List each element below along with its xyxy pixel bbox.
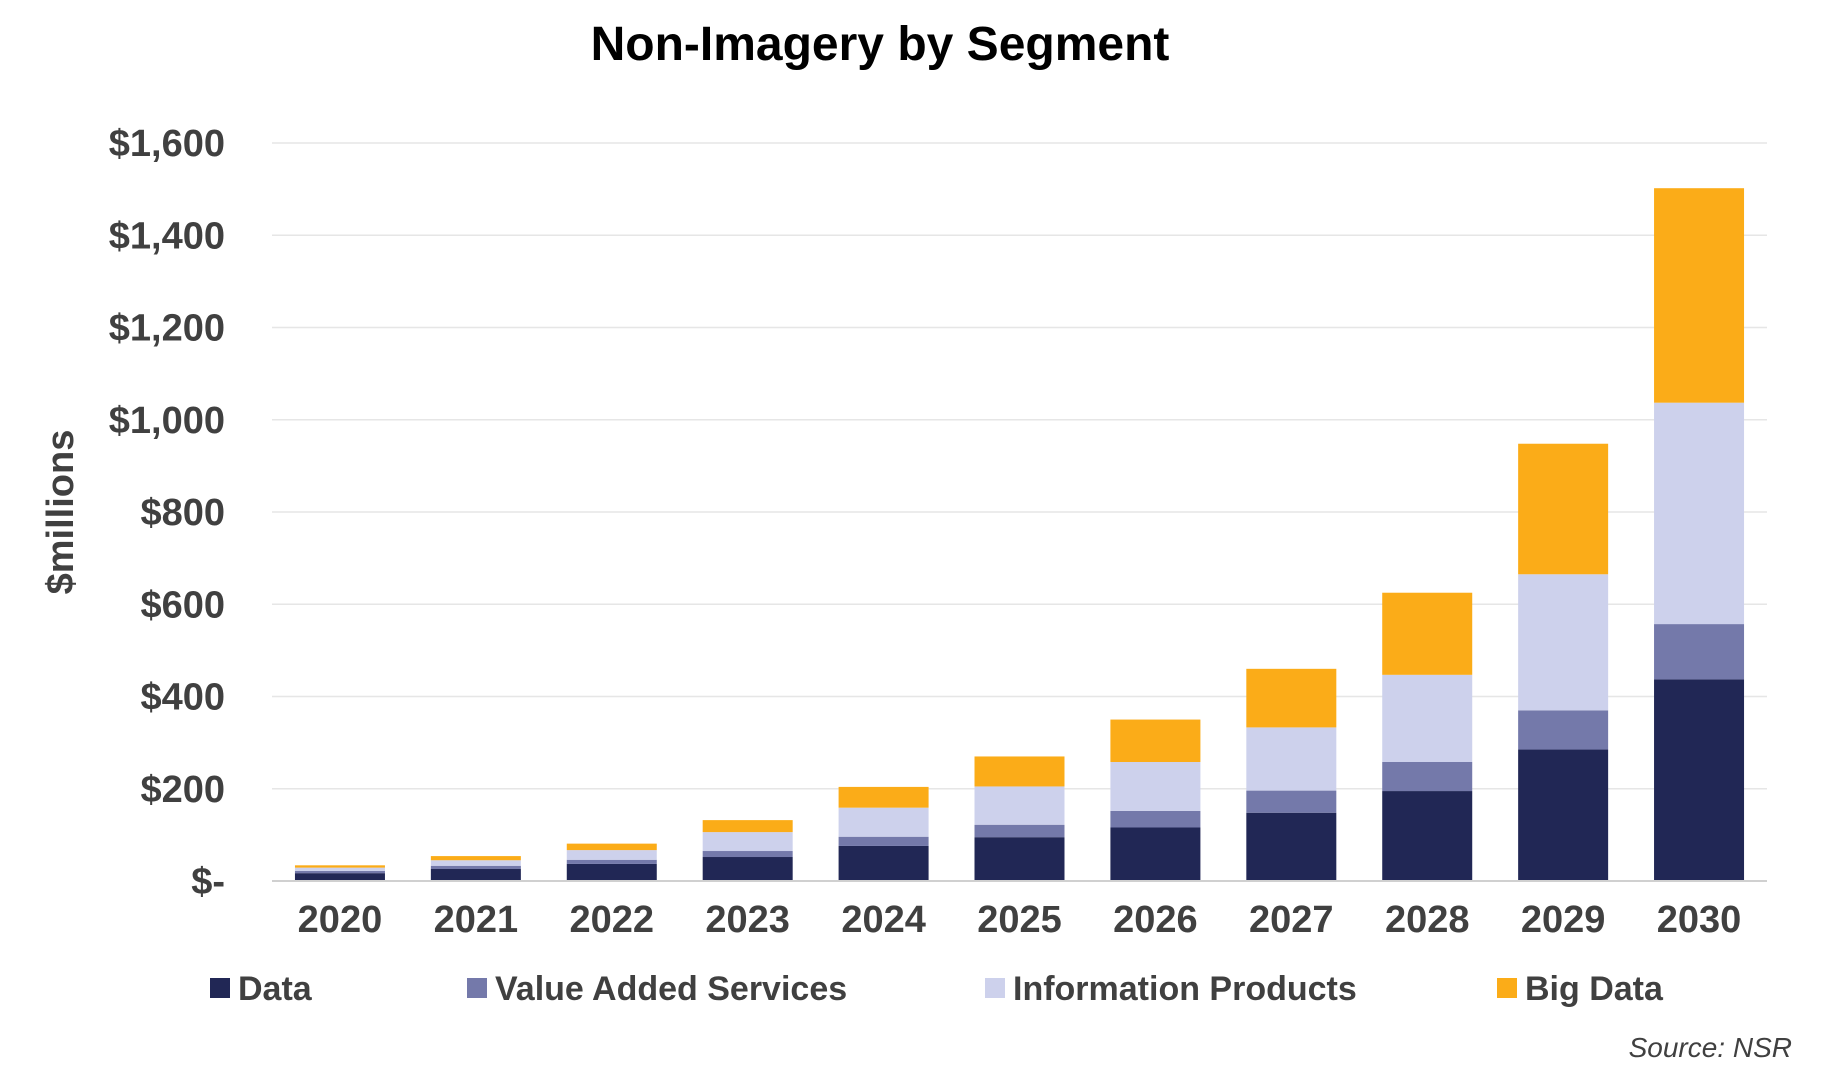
x-tick-label: 2027 [1249, 899, 1334, 941]
bar-segment [430, 860, 521, 866]
source-note: Source: NSR [1629, 1032, 1792, 1063]
y-axis-title: $millions [40, 430, 82, 595]
x-tick-label: 2022 [569, 899, 654, 941]
legend-item: Data [210, 970, 313, 1008]
y-tick-label: $- [191, 861, 225, 903]
bar-segment [1110, 810, 1201, 828]
x-tick-label: 2021 [434, 899, 519, 941]
legend-item: Information Products [985, 970, 1357, 1008]
bar-stack-2022 [566, 843, 657, 881]
bar-stack-2025 [974, 756, 1065, 881]
bar-segment [430, 865, 521, 870]
y-tick-label: $600 [140, 584, 225, 626]
bar-segment [1246, 668, 1337, 728]
bar-segment [1382, 592, 1473, 675]
x-tick-label: 2026 [1113, 899, 1198, 941]
bar-segment [974, 786, 1065, 825]
bar-segment [1246, 790, 1337, 813]
legend: Data Value Added Services Information Prod… [210, 970, 1664, 1008]
bar-segment [702, 832, 793, 852]
bar-segment [838, 845, 929, 881]
bar-stack-2029 [1518, 443, 1609, 881]
x-tick-label: 2025 [977, 899, 1062, 941]
x-tick-label: 2020 [298, 899, 383, 941]
bar-segment [702, 857, 793, 881]
legend-label: Value Added Services [495, 970, 847, 1008]
legend-label: Information Products [1013, 970, 1357, 1008]
bar-stack-2026 [1110, 719, 1201, 881]
bar-segment [1654, 679, 1745, 881]
bar-segment [1382, 674, 1473, 762]
legend-label: Data [238, 970, 313, 1008]
bar-segment [1654, 188, 1745, 403]
y-tick-label: $1,000 [109, 400, 225, 442]
y-tick-label: $1,200 [109, 308, 225, 350]
y-tick-label: $400 [140, 677, 225, 719]
bar-segment [974, 837, 1065, 881]
bar-stack-2027 [1246, 668, 1337, 881]
bar-segment [1654, 402, 1745, 625]
bar-segment [702, 820, 793, 833]
bar-segment [430, 869, 521, 881]
bar-segment [566, 843, 657, 851]
bar-segment [294, 865, 385, 868]
bar-segment [294, 867, 385, 871]
bar-segment [974, 824, 1065, 838]
bar-segment [1518, 749, 1609, 881]
bar-segment [566, 859, 657, 864]
x-tick-label: 2024 [841, 899, 926, 941]
bar-segment [1518, 443, 1609, 575]
bar-segment [1246, 727, 1337, 791]
bar-stack-2020 [294, 865, 385, 881]
y-axis-ticks: $- $200 $400 $600 $800 $1,000 $1,200 $1,400 $1,6… [109, 123, 225, 903]
bar-segment [566, 863, 657, 881]
bar-stack-2023 [702, 820, 793, 881]
y-tick-label: $800 [140, 492, 225, 534]
legend-swatch [210, 978, 230, 998]
bar-stack-2021 [430, 856, 521, 881]
legend-swatch [1497, 978, 1517, 998]
bar-segment [1110, 719, 1201, 762]
bar-segment [1654, 624, 1745, 680]
x-tick-label: 2030 [1657, 899, 1742, 941]
legend-swatch [467, 978, 487, 998]
x-tick-label: 2023 [705, 899, 790, 941]
legend-item: Big Data [1497, 970, 1664, 1008]
bar-segment [1382, 791, 1473, 881]
chart-title: Non-Imagery by Segment [591, 18, 1170, 71]
x-tick-label: 2029 [1521, 899, 1606, 941]
bar-segment [1110, 827, 1201, 881]
bar-segment [430, 856, 521, 861]
bar-stack-2024 [838, 786, 929, 881]
bar-segment [1382, 761, 1473, 792]
gridlines [272, 142, 1767, 790]
y-tick-label: $1,400 [109, 215, 225, 257]
y-tick-label: $200 [140, 769, 225, 811]
bar-segment [294, 870, 385, 874]
legend-swatch [985, 978, 1005, 998]
x-axis-ticks: 2020 2021 2022 2023 2024 2025 2026 2027 2028 2029… [298, 899, 1742, 941]
bar-segment [566, 850, 657, 860]
bar-stack-2030 [1654, 188, 1745, 881]
bar-segment [294, 873, 385, 881]
bar-segment [1110, 761, 1201, 811]
bars [294, 188, 1745, 881]
bar-segment [1246, 812, 1337, 881]
bar-stack-2028 [1382, 592, 1473, 881]
bar-segment [838, 786, 929, 808]
bar-segment [702, 851, 793, 858]
bar-segment [1518, 574, 1609, 711]
y-tick-label: $1,600 [109, 123, 225, 165]
bar-segment [838, 836, 929, 846]
bar-segment [838, 807, 929, 837]
bar-segment [974, 756, 1065, 787]
legend-label: Big Data [1525, 970, 1664, 1008]
legend-item: Value Added Services [467, 970, 847, 1008]
bar-segment [1518, 710, 1609, 750]
x-tick-label: 2028 [1385, 899, 1470, 941]
